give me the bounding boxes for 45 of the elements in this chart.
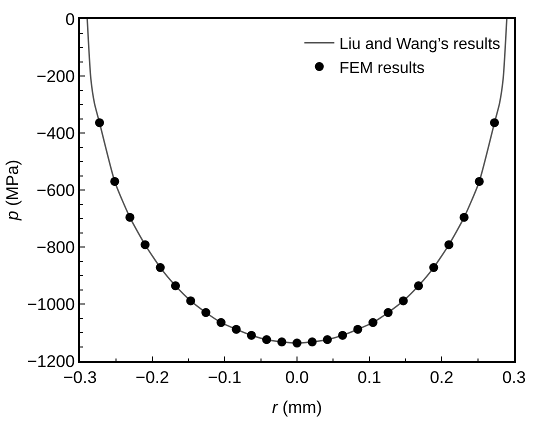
point xyxy=(474,176,484,186)
x-tick-label: 0.1 xyxy=(358,368,382,388)
point xyxy=(322,335,332,344)
x-tick-label: 0.2 xyxy=(430,368,454,388)
point xyxy=(125,212,134,222)
y-tick-label: −1200 xyxy=(27,352,75,371)
x-tick-label: −0.2 xyxy=(136,368,170,388)
point xyxy=(277,337,286,346)
y-tick-label: −400 xyxy=(36,124,75,143)
point xyxy=(216,318,226,328)
point xyxy=(140,240,150,250)
y-tick-label: −1000 xyxy=(27,294,75,314)
point xyxy=(353,324,362,334)
x-axis-title: r (mm) xyxy=(272,398,322,418)
point xyxy=(429,263,438,272)
point xyxy=(338,330,348,340)
point xyxy=(308,337,317,346)
point xyxy=(460,212,469,222)
y-tick-label: −600 xyxy=(36,180,75,200)
point xyxy=(95,118,104,128)
y-tick-label: −200 xyxy=(36,66,75,86)
point xyxy=(444,240,454,250)
y-tick-label: −800 xyxy=(36,238,75,257)
point xyxy=(201,308,210,318)
point xyxy=(262,335,272,344)
point xyxy=(368,318,378,328)
y-tick-label: 0 xyxy=(65,10,75,29)
point xyxy=(292,338,302,348)
point xyxy=(414,281,424,290)
y-axis-title: p (MPa) xyxy=(3,160,22,222)
point xyxy=(490,118,499,128)
x-tick-label: −0.1 xyxy=(208,368,242,388)
point xyxy=(232,324,241,334)
legend-label: Liu and Wang’s results xyxy=(339,36,500,53)
legend-label: FEM results xyxy=(339,60,425,77)
point xyxy=(170,281,180,290)
point xyxy=(156,263,165,272)
point xyxy=(110,176,120,186)
x-tick-label: 0.0 xyxy=(285,368,309,388)
point xyxy=(246,330,256,340)
x-tick-label: 0.3 xyxy=(502,368,526,388)
point xyxy=(398,296,408,306)
point xyxy=(186,296,196,306)
x-tick-label: −0.3 xyxy=(63,368,97,388)
point xyxy=(384,308,393,318)
